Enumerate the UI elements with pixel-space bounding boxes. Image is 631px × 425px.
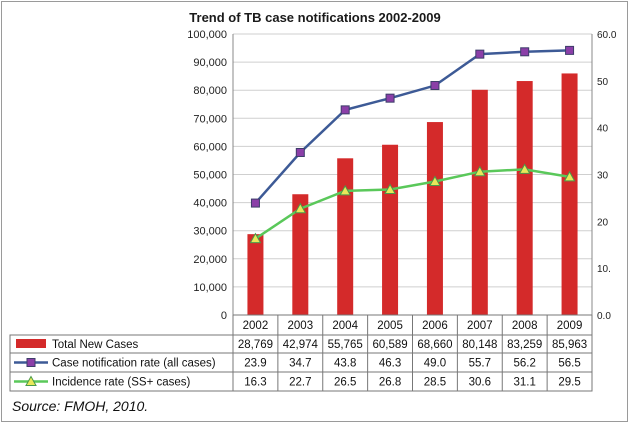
y-tick-label: 30,000 [193, 226, 227, 238]
y-tick-label: 40,000 [193, 198, 227, 210]
point-marker [340, 105, 350, 115]
data-table: 2002 2003 2004 2005 2006 2007 2008 2009 Total Ne… [9, 314, 593, 392]
series-line [254, 49, 570, 204]
data-value: 85,963 [552, 339, 587, 351]
data-value: 28,769 [238, 339, 273, 351]
bar [382, 144, 399, 315]
data-value: 68,660 [417, 339, 452, 351]
bar [247, 234, 264, 315]
data-value: 83,259 [507, 339, 542, 351]
data-value: 23.9 [244, 358, 266, 370]
point-marker [565, 45, 575, 55]
data-value: 29.5 [558, 377, 580, 389]
axes: 0 10,000 20,000 30,000 40,000 50,000 60,000 70,… [187, 29, 617, 322]
data-value: 42,974 [283, 339, 319, 351]
point-marker [520, 47, 530, 57]
source-note: Source: FMOH, 2010. [12, 398, 149, 414]
y-tick-label: 100,000 [187, 29, 227, 41]
point-marker [295, 147, 305, 157]
legend-label: Incidence rate (SS+ cases) [52, 377, 191, 389]
data-value: 46.3 [379, 358, 401, 370]
data-value: 34.7 [289, 358, 311, 370]
point-marker [429, 175, 441, 187]
y2-tick-label: 40 [597, 124, 609, 135]
bar-series [247, 73, 578, 316]
y-tick-label: 60,000 [193, 141, 227, 153]
point-marker [294, 202, 307, 214]
y-tick-label: 50,000 [193, 170, 227, 182]
data-value: 43.8 [334, 358, 356, 370]
category-label: 2008 [512, 320, 538, 332]
point-marker [473, 165, 486, 177]
y2-tick-label: 20 [597, 217, 609, 228]
point-marker [249, 232, 262, 244]
data-value: 55,765 [328, 339, 363, 351]
y2-tick-label: 10. [597, 264, 611, 275]
category-label: 2004 [332, 320, 358, 332]
y2-tick-label: 50 [597, 77, 609, 88]
data-value: 60,589 [372, 339, 407, 351]
category-label: 2009 [557, 320, 583, 332]
y2-tick-label: 0.0 [597, 311, 611, 322]
y-tick-label: 0 [221, 310, 227, 322]
legend-swatch [16, 339, 46, 348]
point-marker [250, 198, 260, 208]
category-label: 2006 [422, 320, 448, 332]
y-tick-label: 70,000 [193, 113, 227, 125]
data-value: 56.2 [513, 358, 535, 370]
chart-title: Trend of TB case notifications 2002-2009 [189, 10, 440, 25]
bar [292, 194, 309, 315]
point-marker [384, 183, 396, 194]
bar [516, 81, 533, 316]
y-tick-label: 20,000 [193, 254, 227, 266]
legend-marker [26, 358, 36, 367]
point-marker [563, 170, 576, 182]
point-marker [385, 93, 395, 103]
point-marker [339, 184, 352, 196]
point-marker [518, 163, 531, 174]
bar [426, 122, 443, 315]
data-value: 26.8 [379, 377, 401, 389]
category-label: 2005 [377, 320, 403, 332]
bar [337, 158, 354, 315]
category-label: 2003 [288, 320, 314, 332]
data-value: 30.6 [469, 377, 491, 389]
data-value: 26.5 [334, 377, 356, 389]
y2-tick-label: 30 [597, 171, 609, 182]
bar [471, 89, 488, 315]
data-value: 80,148 [462, 339, 497, 351]
data-value: 28.5 [424, 377, 446, 389]
legend-label: Case notification rate (all cases) [52, 358, 216, 370]
bar [561, 73, 578, 315]
category-label: 2002 [243, 320, 269, 332]
y-tick-label: 10,000 [193, 282, 227, 294]
gridlines [233, 33, 592, 288]
data-value: 56.5 [558, 358, 580, 370]
y-tick-label: 90,000 [193, 57, 227, 69]
data-value: 16.3 [244, 377, 266, 389]
y2-tick-label: 60.0 [597, 30, 617, 41]
point-marker [475, 49, 485, 59]
series-line [254, 168, 570, 240]
line-series [249, 45, 576, 244]
data-value: 49.0 [424, 358, 446, 370]
legend-label: Total New Cases [52, 339, 139, 351]
data-value: 55.7 [469, 358, 491, 370]
legend-marker [25, 375, 37, 386]
y-tick-label: 80,000 [193, 85, 227, 97]
data-value: 22.7 [289, 377, 311, 389]
category-label: 2007 [467, 320, 493, 332]
data-value: 31.1 [513, 377, 535, 389]
point-marker [430, 81, 440, 91]
